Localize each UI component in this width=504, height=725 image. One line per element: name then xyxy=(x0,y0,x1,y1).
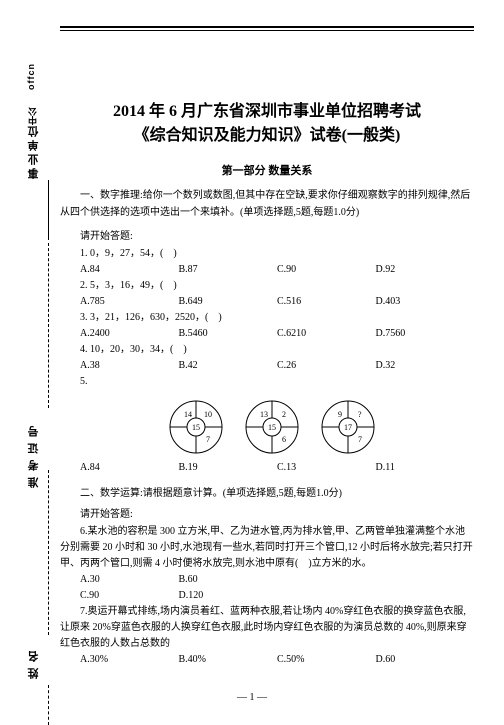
q1-opt-d: D.92 xyxy=(376,262,475,278)
rail-solid-line xyxy=(48,180,49,240)
brand-cn-label: 中公 xyxy=(26,107,39,125)
q4-opt-a: A.38 xyxy=(80,358,179,374)
q1-options: A.84 B.87 C.90 D.92 xyxy=(60,262,474,278)
begin-answer-label: 请开始答题: xyxy=(60,227,474,242)
d1-br: 7 xyxy=(206,435,210,444)
q6-options: A.30 B.60 -- xyxy=(60,572,474,588)
rail-dashed-line xyxy=(48,685,49,725)
instruction-2: 二、数学运算:请根据题意计算。(单项选择题,5题,每题1.0分) xyxy=(60,484,474,499)
q6-opt-a: A.30 xyxy=(80,572,179,588)
d2-br: 6 xyxy=(282,435,286,444)
q5-opt-d: D.11 xyxy=(376,460,475,476)
q1-opt-a: A.84 xyxy=(80,262,179,278)
q6-stem: 6.某水池的容积是 300 立方米,甲、乙为进水管,丙为排水管,甲、乙两管单独灌… xyxy=(60,524,474,572)
d3-tr: ? xyxy=(358,410,362,419)
q1-opt-b: B.87 xyxy=(179,262,278,278)
section-1-title: 第一部分 数量关系 xyxy=(60,162,474,178)
q6-opt-c: C.90 xyxy=(80,588,179,604)
d3-bl: 17 xyxy=(344,423,352,432)
q6-opt-d: D.120 xyxy=(179,588,278,604)
q2-opt-d: D.403 xyxy=(376,294,475,310)
rail-dashed-line xyxy=(48,470,49,635)
header-rule-thin xyxy=(60,30,474,31)
q7-options: A.30% B.40% C.50% D.60 xyxy=(60,652,474,668)
q6-options-2: C.90 D.120 -- xyxy=(60,588,474,604)
d3-tl: 9 xyxy=(338,410,342,419)
brand-unit-label: 事业单位 xyxy=(26,123,42,179)
q3-opt-a: A.2400 xyxy=(80,326,179,342)
d2-tl: 13 xyxy=(260,410,268,419)
q2-opt-a: A.785 xyxy=(80,294,179,310)
q2-opt-b: B.649 xyxy=(179,294,278,310)
diagram-1: 14 10 15 7 xyxy=(167,398,225,456)
q1-opt-c: C.90 xyxy=(277,262,376,278)
diagram-3: 9 ? 17 7 xyxy=(319,398,377,456)
begin-answer-label-2: 请开始答题: xyxy=(60,505,474,520)
q7-opt-b: B.40% xyxy=(179,652,278,668)
q2-opt-c: C.516 xyxy=(277,294,376,310)
brand-en-label: offcn xyxy=(26,63,36,90)
q5-opt-b: B.19 xyxy=(179,460,278,476)
q5-stem: 5. xyxy=(60,374,474,390)
q6-opt-b: B.60 xyxy=(179,572,278,588)
diagram-2: 13 2 15 6 xyxy=(243,398,301,456)
q4-stem: 4. 10，20，30，34，( ) xyxy=(60,342,474,358)
q7-opt-c: C.50% xyxy=(277,652,376,668)
d1-tr: 10 xyxy=(204,410,212,419)
name-label: 姓名 xyxy=(26,645,42,679)
q5-opt-a: A.84 xyxy=(80,460,179,476)
q2-options: A.785 B.649 C.516 D.403 xyxy=(60,294,474,310)
exam-title-line1: 2014 年 6 月广东省深圳市事业单位招聘考试 xyxy=(60,100,474,124)
d3-br: 7 xyxy=(358,435,362,444)
q3-opt-c: C.6210 xyxy=(277,326,376,342)
instruction-1: 一、数字推理:给你一个数列或数图,但其中存在空缺,要求你仔细观察数字的排列规律,… xyxy=(60,188,474,221)
page-content: 2014 年 6 月广东省深圳市事业单位招聘考试 《综合知识及能力知识》试卷(一… xyxy=(60,100,474,668)
q4-options: A.38 B.42 C.26 D.32 xyxy=(60,358,474,374)
q4-opt-b: B.42 xyxy=(179,358,278,374)
q3-opt-b: B.5460 xyxy=(179,326,278,342)
page-number: — 1 — xyxy=(0,692,504,703)
q5-diagrams: 14 10 15 7 13 2 15 6 9 ? 17 7 xyxy=(60,398,474,456)
q1-stem: 1. 0，9，27，54，( ) xyxy=(60,246,474,262)
q2-stem: 2. 5，3，16，49，( ) xyxy=(60,278,474,294)
q5-options: A.84 B.19 C.13 D.11 xyxy=(60,460,474,476)
admit-number-label: 准考证号 xyxy=(26,420,42,488)
q4-opt-d: D.32 xyxy=(376,358,475,374)
d1-bl: 15 xyxy=(192,423,200,432)
d1-tl: 14 xyxy=(184,410,192,419)
d2-tr: 2 xyxy=(282,410,286,419)
d2-bl: 15 xyxy=(268,423,276,432)
q3-options: A.2400 B.5460 C.6210 D.7560 xyxy=(60,326,474,342)
q7-opt-a: A.30% xyxy=(80,652,179,668)
exam-title-line2: 《综合知识及能力知识》试卷(一般类) xyxy=(60,124,474,148)
rail-dashed-line xyxy=(48,243,49,408)
q4-opt-c: C.26 xyxy=(277,358,376,374)
q7-opt-d: D.60 xyxy=(376,652,475,668)
binding-rail: 事业单位 中公 offcn 准考证号 姓名 xyxy=(18,45,48,698)
q7-stem: 7.奥运开幕式排练,场内演员着红、蓝两种衣服,若让场内 40%穿红色衣服的换穿蓝… xyxy=(60,604,474,652)
header-rule-thick xyxy=(60,26,474,28)
q3-stem: 3. 3，21，126，630，2520，( ) xyxy=(60,310,474,326)
q3-opt-d: D.7560 xyxy=(376,326,475,342)
q5-opt-c: C.13 xyxy=(277,460,376,476)
